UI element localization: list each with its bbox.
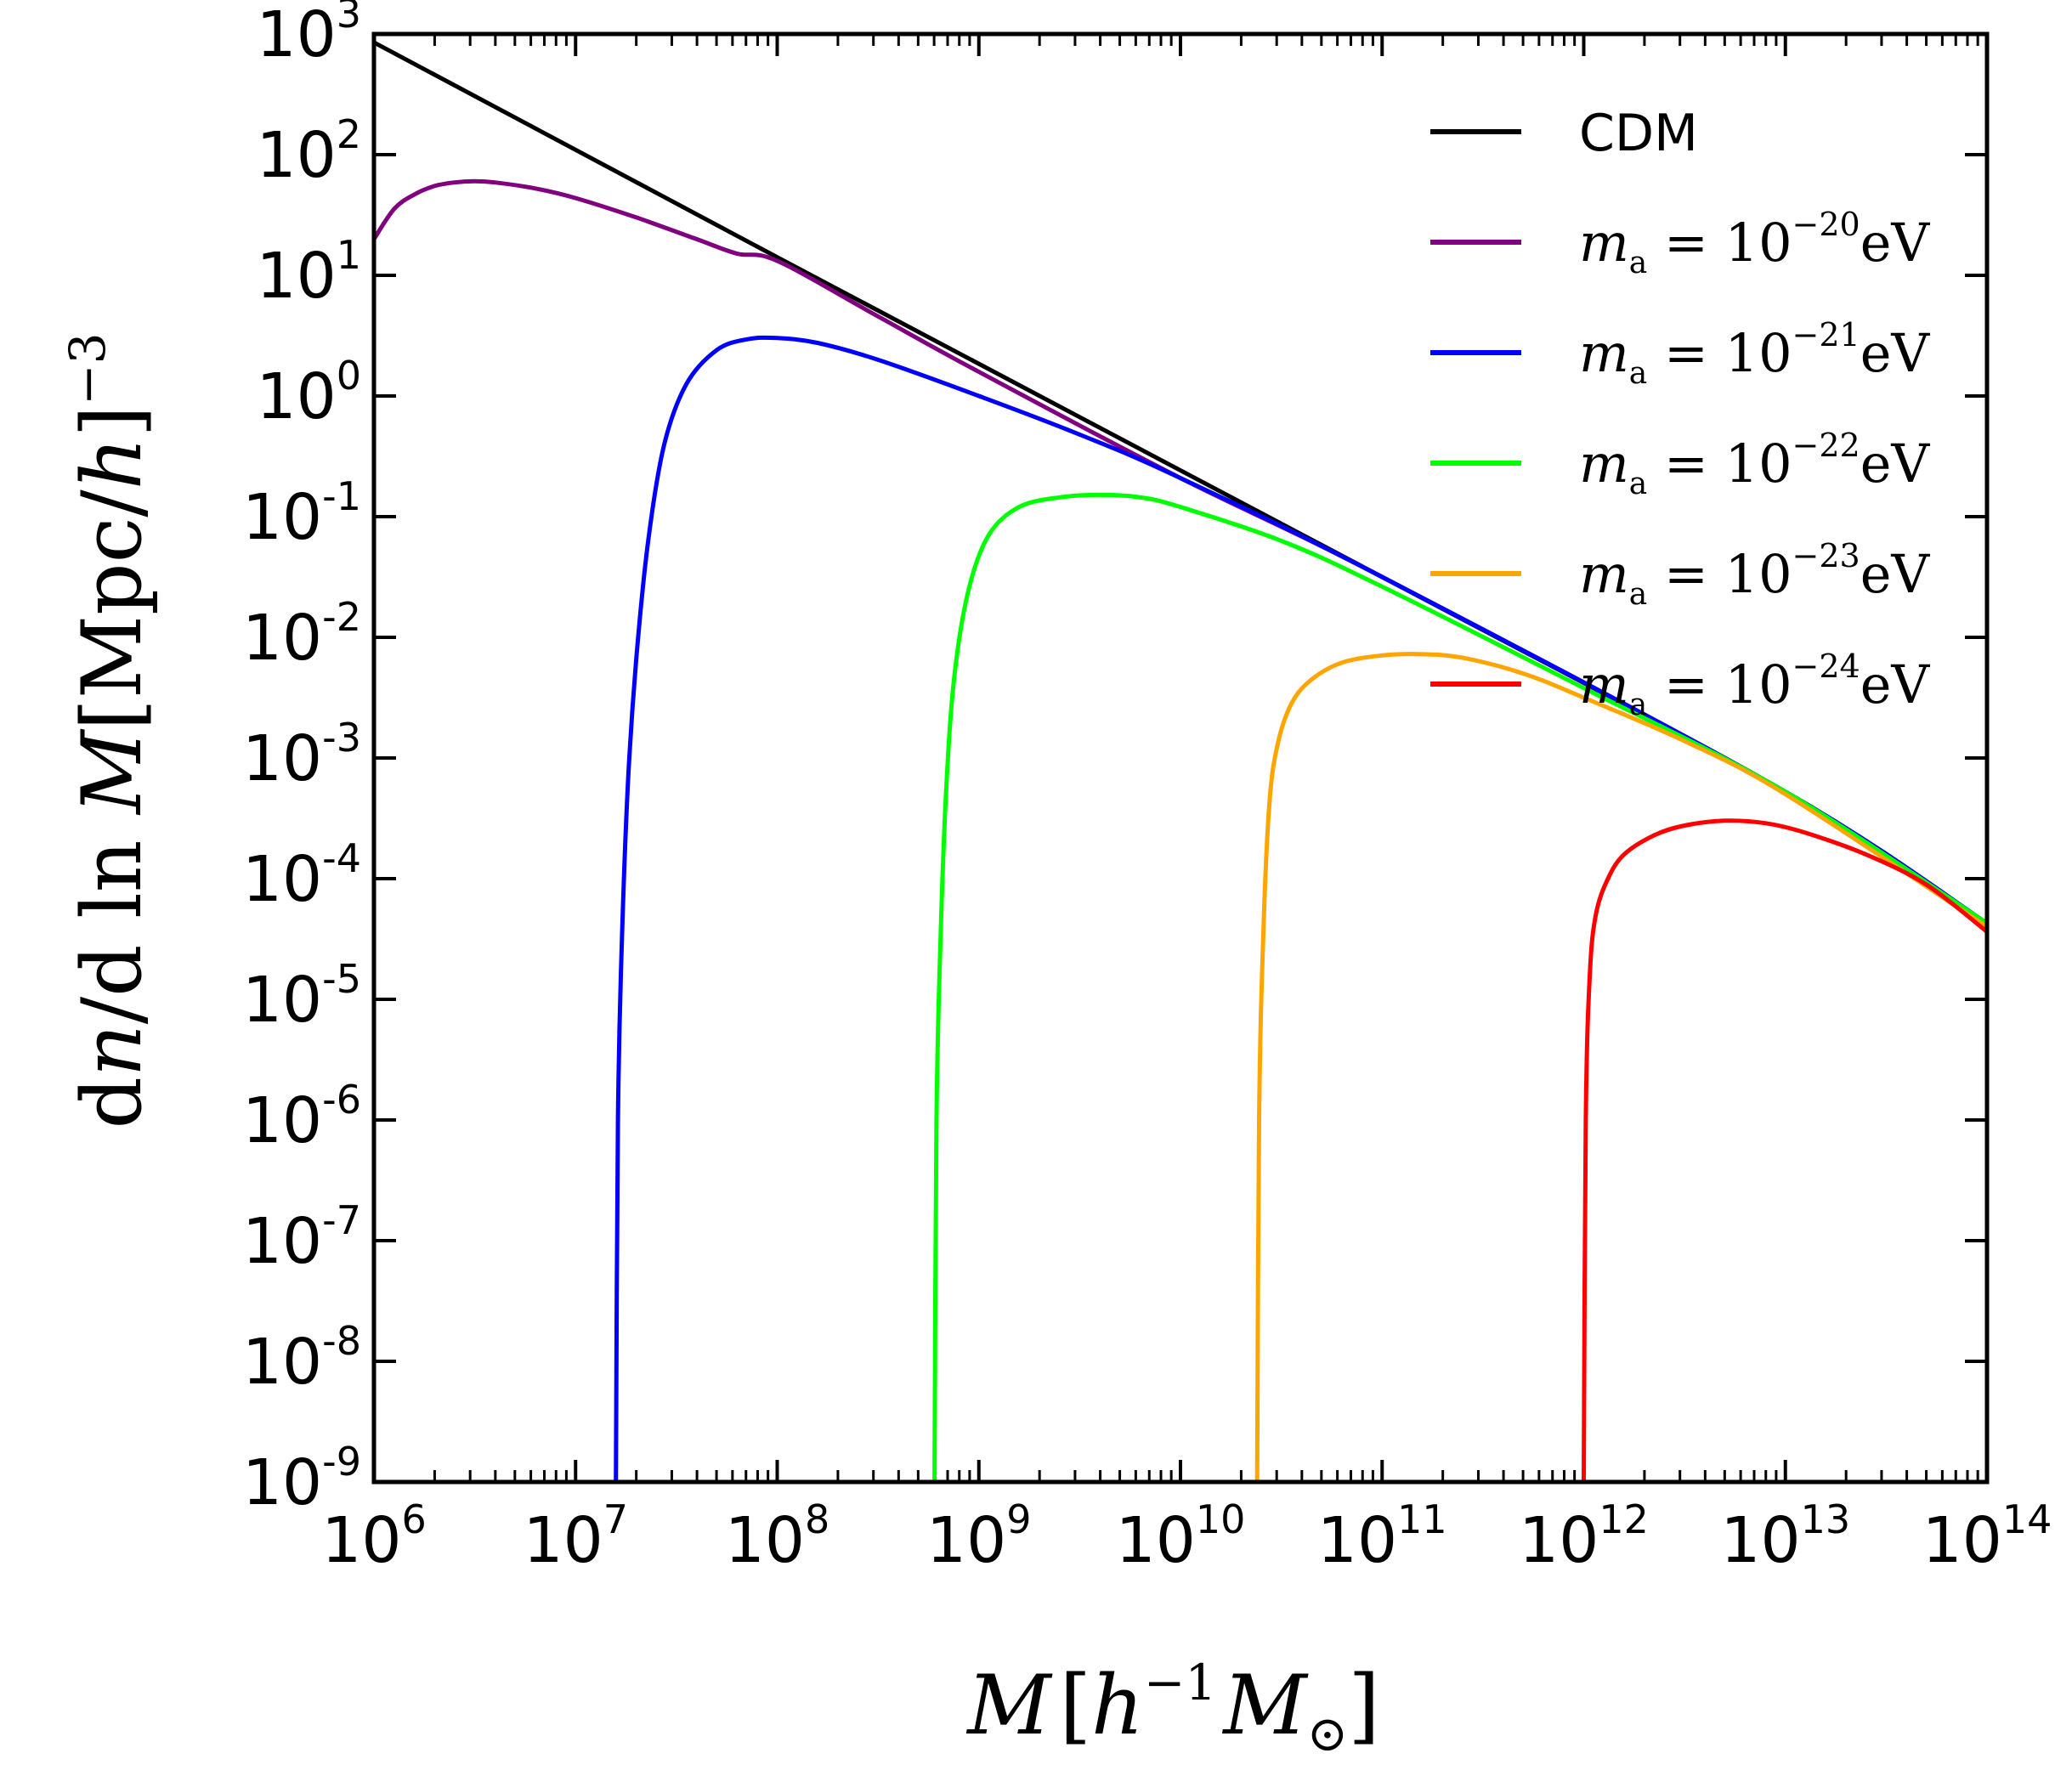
y-tick-label: 10-7: [242, 1197, 361, 1278]
x-tick-label: 107: [524, 1496, 628, 1577]
y-tick-label: 10-5: [242, 956, 361, 1037]
y-tick-label: 10-4: [242, 835, 361, 916]
x-tick-exponent: 12: [1599, 1496, 1649, 1542]
y-tick-base: 10: [242, 1084, 322, 1157]
x-tick-base: 10: [321, 1504, 401, 1577]
x-tick-label: 1010: [1116, 1496, 1246, 1577]
y-tick-exponent: 3: [337, 0, 361, 37]
x-tick-base: 10: [1116, 1504, 1196, 1577]
y-tick-label: 103: [257, 0, 361, 71]
legend-label-4: ma = 10−23eV: [1579, 537, 1930, 612]
y-tick-label: 10-8: [242, 1318, 361, 1399]
y-tick-exponent: -7: [322, 1197, 361, 1243]
legend-label-5: ma = 10−24eV: [1579, 648, 1930, 722]
series-lines: [371, 40, 1989, 1483]
x-tick-exponent: 6: [401, 1496, 426, 1542]
x-tick-exponent: 7: [603, 1496, 628, 1542]
y-tick-label: 100: [257, 353, 361, 433]
y-tick-base: 10: [257, 240, 337, 313]
y-tick-base: 10: [242, 843, 322, 916]
x-tick-base: 10: [1317, 1504, 1397, 1577]
x-tick-labels: 106 107 108 109 1010 1011 1012 1013 1014: [321, 1496, 2052, 1577]
y-tick-labels: 10310210110010-110-210-310-410-510-610-7…: [242, 0, 361, 1519]
y-tick-base: 10: [242, 602, 322, 675]
y-tick-label: 101: [257, 232, 361, 313]
legend-label-cdm: CDM: [1579, 104, 1698, 163]
y-tick-exponent: -8: [322, 1318, 361, 1364]
x-tick-base: 10: [1519, 1504, 1599, 1577]
y-tick-base: 10: [242, 481, 322, 554]
x-tick-base: 10: [1922, 1504, 2002, 1577]
y-tick-label: 10-6: [242, 1077, 361, 1157]
x-tick-exponent: 11: [1397, 1496, 1447, 1542]
x-tick-exponent: 9: [1006, 1496, 1031, 1542]
x-tick-base: 10: [1720, 1504, 1800, 1577]
x-tick-base: 10: [524, 1504, 603, 1577]
y-tick-exponent: 0: [337, 353, 361, 399]
y-tick-base: 10: [257, 360, 337, 433]
y-tick-label: 102: [257, 111, 361, 192]
x-tick-base: 10: [926, 1504, 1006, 1577]
y-tick-base: 10: [242, 1326, 322, 1399]
series-line-2: [614, 335, 1989, 1483]
y-tick-exponent: -1: [322, 473, 361, 519]
x-tick-label: 1013: [1720, 1496, 1850, 1577]
y-axis-title: dn/d ln M[Mpc/h]−3: [59, 332, 160, 1128]
series-line-3: [932, 492, 1989, 1483]
series-line-4: [1254, 652, 1989, 1483]
y-tick-base: 10: [242, 1205, 322, 1278]
x-tick-exponent: 13: [1801, 1496, 1851, 1542]
y-tick-label: 10-3: [242, 715, 361, 795]
x-tick-label: 1012: [1519, 1496, 1649, 1577]
y-tick-base: 10: [257, 119, 337, 192]
y-tick-exponent: -4: [322, 835, 361, 881]
y-tick-label: 10-9: [242, 1439, 361, 1519]
y-tick-exponent: -6: [322, 1077, 361, 1123]
x-tick-label: 1011: [1317, 1496, 1447, 1577]
y-tick-base: 10: [242, 722, 322, 795]
y-tick-exponent: -3: [322, 715, 361, 761]
legend-label-3: ma = 10−22eV: [1579, 427, 1930, 501]
x-tick-label: 108: [725, 1496, 829, 1577]
y-tick-base: 10: [242, 1446, 322, 1519]
y-tick-exponent: -9: [322, 1439, 361, 1485]
y-tick-base: 10: [257, 0, 337, 71]
y-tick-base: 10: [242, 964, 322, 1037]
x-axis-title: M [h−1M⊙]: [965, 1654, 1379, 1762]
y-tick-exponent: 1: [337, 232, 361, 278]
x-tick-exponent: 14: [2002, 1496, 2052, 1542]
x-tick-exponent: 8: [805, 1496, 829, 1542]
legend: CDM ma = 10−20eV ma = 10−21eV ma = 10−22eV m…: [1430, 104, 1930, 722]
x-tick-exponent: 10: [1196, 1496, 1246, 1542]
legend-label-1: ma = 10−20eV: [1579, 206, 1930, 280]
x-tick-base: 10: [725, 1504, 805, 1577]
x-tick-label: 1014: [1922, 1496, 2052, 1577]
legend-label-2: ma = 10−21eV: [1579, 316, 1930, 391]
series-line-5: [1582, 818, 1989, 1483]
x-tick-label: 106: [321, 1496, 426, 1577]
y-tick-exponent: -5: [322, 956, 361, 1002]
plot-frame: [371, 31, 1990, 1485]
y-tick-label: 10-1: [242, 473, 361, 554]
y-tick-label: 10-2: [242, 594, 361, 675]
x-tick-label: 109: [926, 1496, 1031, 1577]
y-tick-exponent: 2: [337, 111, 361, 157]
y-tick-exponent: -2: [322, 594, 361, 640]
